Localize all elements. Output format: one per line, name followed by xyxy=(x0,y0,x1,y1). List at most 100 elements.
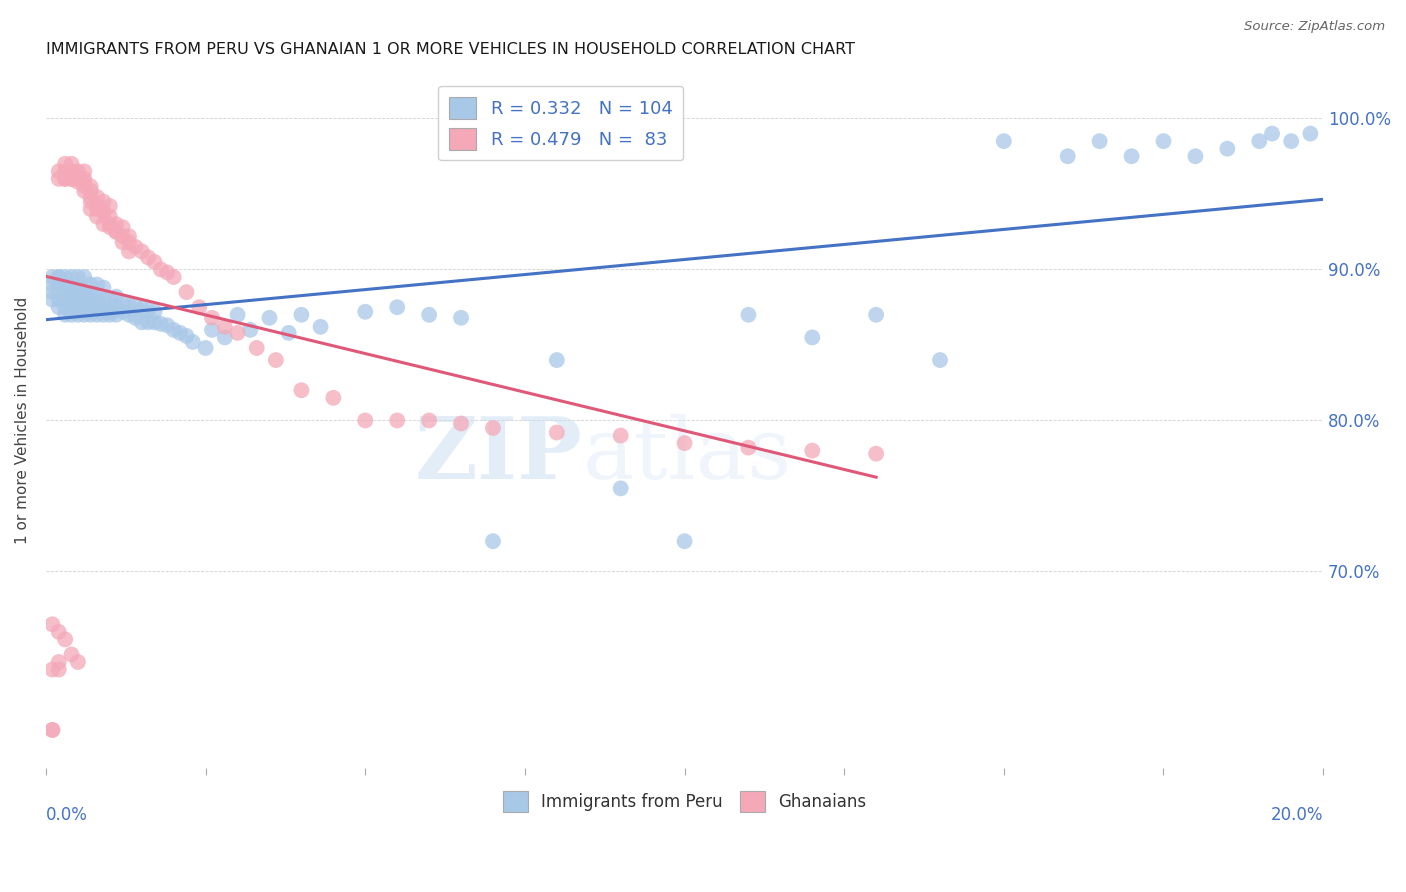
Point xyxy=(98,199,121,213)
Point xyxy=(309,319,332,334)
Point xyxy=(149,317,172,331)
Point xyxy=(136,303,159,318)
Point xyxy=(105,225,128,239)
Point xyxy=(143,304,166,318)
Point xyxy=(418,308,440,322)
Text: ZIP: ZIP xyxy=(415,413,582,497)
Point xyxy=(66,285,89,299)
Point xyxy=(226,326,249,340)
Point xyxy=(66,293,89,307)
Point xyxy=(79,290,101,304)
Point xyxy=(290,308,312,322)
Point xyxy=(239,323,262,337)
Point xyxy=(79,300,101,314)
Point xyxy=(66,655,89,669)
Point xyxy=(609,428,631,442)
Point xyxy=(93,308,115,322)
Point xyxy=(60,172,83,186)
Point xyxy=(131,244,153,259)
Point xyxy=(66,280,89,294)
Point xyxy=(131,315,153,329)
Point xyxy=(41,293,63,307)
Point xyxy=(124,240,146,254)
Point xyxy=(118,299,141,313)
Point xyxy=(246,341,269,355)
Point xyxy=(73,308,96,322)
Point xyxy=(60,172,83,186)
Point xyxy=(93,194,115,209)
Text: atlas: atlas xyxy=(582,414,792,497)
Point xyxy=(41,285,63,299)
Point xyxy=(86,199,108,213)
Point xyxy=(48,277,70,292)
Point xyxy=(41,663,63,677)
Point xyxy=(105,217,128,231)
Point xyxy=(48,624,70,639)
Point xyxy=(105,225,128,239)
Point xyxy=(73,285,96,299)
Point xyxy=(201,310,224,325)
Point xyxy=(79,179,101,194)
Point xyxy=(929,353,952,368)
Text: 20.0%: 20.0% xyxy=(1271,805,1323,824)
Point xyxy=(41,723,63,737)
Point xyxy=(79,190,101,204)
Point xyxy=(136,315,159,329)
Point xyxy=(86,202,108,216)
Point xyxy=(41,617,63,632)
Point xyxy=(66,270,89,285)
Point xyxy=(176,329,198,343)
Point xyxy=(118,235,141,250)
Y-axis label: 1 or more Vehicles in Household: 1 or more Vehicles in Household xyxy=(15,297,30,544)
Point xyxy=(865,447,887,461)
Point xyxy=(118,244,141,259)
Point xyxy=(118,229,141,244)
Point xyxy=(73,172,96,186)
Point xyxy=(60,300,83,314)
Point xyxy=(418,413,440,427)
Point xyxy=(86,277,108,292)
Point xyxy=(53,300,76,314)
Point xyxy=(111,295,134,310)
Point xyxy=(53,277,76,292)
Point xyxy=(482,421,505,435)
Point xyxy=(1121,149,1143,163)
Point xyxy=(66,175,89,189)
Point xyxy=(546,353,568,368)
Point xyxy=(48,172,70,186)
Point xyxy=(79,194,101,209)
Point xyxy=(277,326,299,340)
Point xyxy=(609,482,631,496)
Point xyxy=(86,293,108,307)
Point xyxy=(259,310,281,325)
Point xyxy=(673,436,696,450)
Point xyxy=(105,300,128,314)
Point xyxy=(60,308,83,322)
Point xyxy=(111,220,134,235)
Point xyxy=(111,235,134,250)
Point xyxy=(98,308,121,322)
Point xyxy=(482,534,505,549)
Point xyxy=(48,270,70,285)
Text: IMMIGRANTS FROM PERU VS GHANAIAN 1 OR MORE VEHICLES IN HOUSEHOLD CORRELATION CHA: IMMIGRANTS FROM PERU VS GHANAIAN 1 OR MO… xyxy=(46,42,855,57)
Point xyxy=(60,293,83,307)
Point xyxy=(73,164,96,178)
Point xyxy=(354,304,377,318)
Point xyxy=(118,308,141,322)
Point xyxy=(53,172,76,186)
Point xyxy=(163,270,186,285)
Point xyxy=(385,413,408,427)
Point xyxy=(60,164,83,178)
Point xyxy=(79,202,101,216)
Point xyxy=(73,184,96,198)
Point xyxy=(73,293,96,307)
Point xyxy=(105,308,128,322)
Point xyxy=(322,391,344,405)
Point xyxy=(53,157,76,171)
Point xyxy=(98,300,121,314)
Point xyxy=(737,441,759,455)
Point xyxy=(450,310,472,325)
Point xyxy=(48,270,70,285)
Point xyxy=(53,270,76,285)
Point xyxy=(1088,134,1111,148)
